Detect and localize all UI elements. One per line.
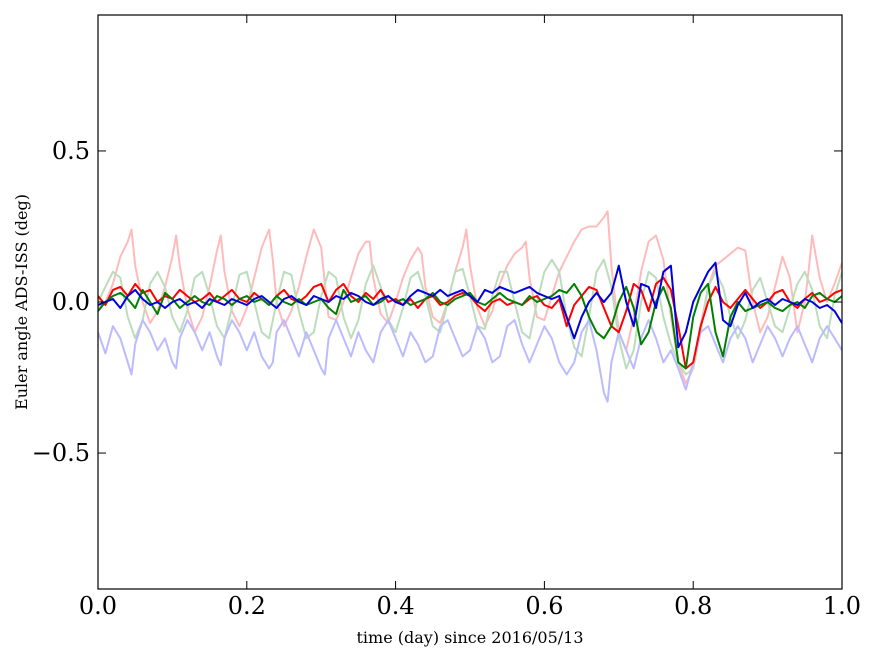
y-tick-label: −0.5 <box>32 439 90 467</box>
y-tick-label: 0.5 <box>52 137 90 165</box>
series-line-6 <box>98 261 842 349</box>
y-axis-label: Euler angle ADS-ISS (deg) <box>12 194 31 410</box>
series-layer <box>98 210 842 403</box>
series-line-5 <box>98 282 842 370</box>
x-tick-label: 0.6 <box>525 592 563 620</box>
series-line-1 <box>98 210 842 385</box>
x-tick-label: 0.0 <box>79 592 117 620</box>
x-tick-label: 0.2 <box>228 592 266 620</box>
x-tick-label: 1.0 <box>823 592 861 620</box>
x-axis-label: time (day) since 2016/05/13 <box>356 628 583 647</box>
x-tick-label: 0.8 <box>674 592 712 620</box>
y-tick-label: 0.0 <box>52 288 90 316</box>
tick-layer: 0.0 0.2 0.4 0.6 0.8 1.0 −0.5 0.0 0.5 <box>32 15 861 620</box>
x-tick-label: 0.4 <box>377 592 415 620</box>
series-line-3 <box>98 319 842 403</box>
